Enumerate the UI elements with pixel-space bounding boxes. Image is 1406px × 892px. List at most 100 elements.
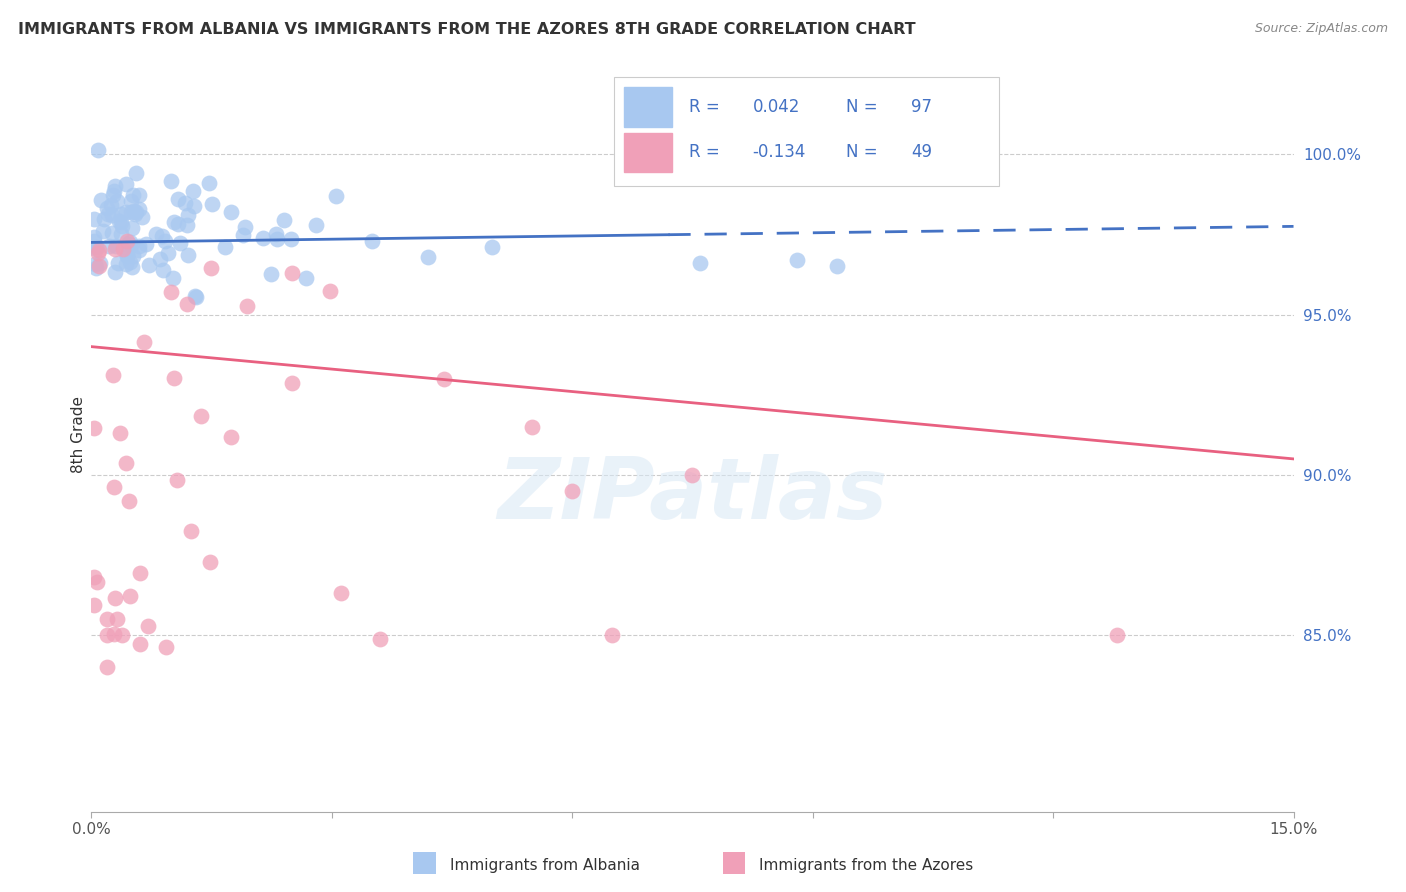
Point: [118, 235, 141, 249]
Point: [360, 234, 382, 248]
Point: [689, 256, 711, 270]
Point: [110, 227, 132, 241]
Point: [86, 143, 108, 157]
Point: [115, 234, 138, 248]
Point: [96, 612, 118, 626]
Text: N =: N =: [846, 98, 883, 116]
Point: [169, 236, 191, 251]
Point: [155, 640, 177, 654]
Point: [177, 208, 200, 222]
Point: [86, 574, 108, 589]
Point: [111, 628, 134, 642]
Point: [167, 217, 190, 231]
Point: [105, 194, 128, 208]
Point: [273, 213, 295, 227]
Point: [295, 270, 318, 285]
Point: [368, 632, 391, 646]
Point: [83, 421, 105, 435]
Point: [86, 245, 108, 260]
Point: [93, 212, 115, 227]
Point: [96, 628, 118, 642]
Point: [198, 556, 221, 570]
Point: [101, 226, 124, 240]
Point: [319, 284, 342, 298]
Point: [121, 188, 143, 202]
Point: [101, 368, 124, 383]
Point: [416, 250, 439, 264]
Point: [198, 177, 221, 191]
Point: [118, 494, 141, 508]
Point: [83, 598, 105, 612]
Point: [128, 566, 150, 581]
Point: [120, 194, 142, 209]
Point: [329, 586, 352, 600]
Point: [103, 627, 125, 641]
Point: [135, 237, 157, 252]
Text: 49: 49: [911, 144, 932, 161]
Point: [103, 184, 125, 198]
Point: [156, 246, 179, 260]
Bar: [624, 87, 672, 127]
Point: [125, 166, 148, 180]
Point: [121, 260, 143, 275]
Text: Source: ZipAtlas.com: Source: ZipAtlas.com: [1254, 22, 1388, 36]
Point: [108, 426, 131, 441]
Point: [152, 263, 174, 277]
Point: [83, 211, 105, 226]
Point: [481, 240, 503, 254]
Text: R =: R =: [689, 144, 725, 161]
Point: [86, 242, 108, 256]
Point: [104, 264, 127, 278]
Text: Immigrants from Albania: Immigrants from Albania: [450, 858, 640, 872]
Point: [183, 199, 205, 213]
Point: [1107, 628, 1129, 642]
Text: 0.042: 0.042: [752, 98, 800, 116]
Point: [128, 188, 150, 202]
Point: [111, 242, 134, 256]
Point: [115, 248, 138, 262]
Point: [167, 192, 190, 206]
Point: [128, 202, 150, 216]
Point: [176, 218, 198, 232]
Point: [83, 230, 105, 244]
Point: [114, 205, 136, 219]
Bar: [624, 133, 672, 172]
Point: [114, 257, 136, 271]
Point: [111, 219, 134, 234]
Text: 97: 97: [911, 98, 932, 116]
Point: [103, 480, 125, 494]
Point: [90, 193, 112, 207]
Point: [149, 252, 172, 266]
Point: [183, 288, 205, 302]
Point: [122, 204, 145, 219]
Point: [281, 376, 304, 390]
Point: [183, 184, 205, 198]
Point: [101, 208, 124, 222]
Point: [681, 467, 703, 482]
Point: [180, 524, 202, 538]
Point: [325, 189, 347, 203]
Point: [176, 297, 198, 311]
Point: [233, 219, 256, 234]
Point: [117, 236, 139, 251]
Point: [132, 334, 155, 349]
Point: [108, 214, 131, 228]
Point: [104, 591, 127, 605]
Text: -0.134: -0.134: [752, 144, 806, 161]
Point: [163, 215, 186, 229]
Point: [120, 238, 142, 252]
Point: [128, 244, 150, 258]
Point: [252, 231, 274, 245]
Point: [280, 266, 302, 280]
Point: [96, 201, 118, 215]
Point: [120, 205, 142, 219]
Point: [433, 372, 456, 386]
Point: [129, 637, 152, 651]
Point: [280, 232, 302, 246]
Point: [124, 207, 146, 221]
Point: [561, 483, 583, 498]
Point: [101, 187, 124, 202]
FancyBboxPatch shape: [614, 77, 1000, 186]
Text: Immigrants from the Azores: Immigrants from the Azores: [759, 858, 973, 872]
Point: [114, 177, 136, 191]
